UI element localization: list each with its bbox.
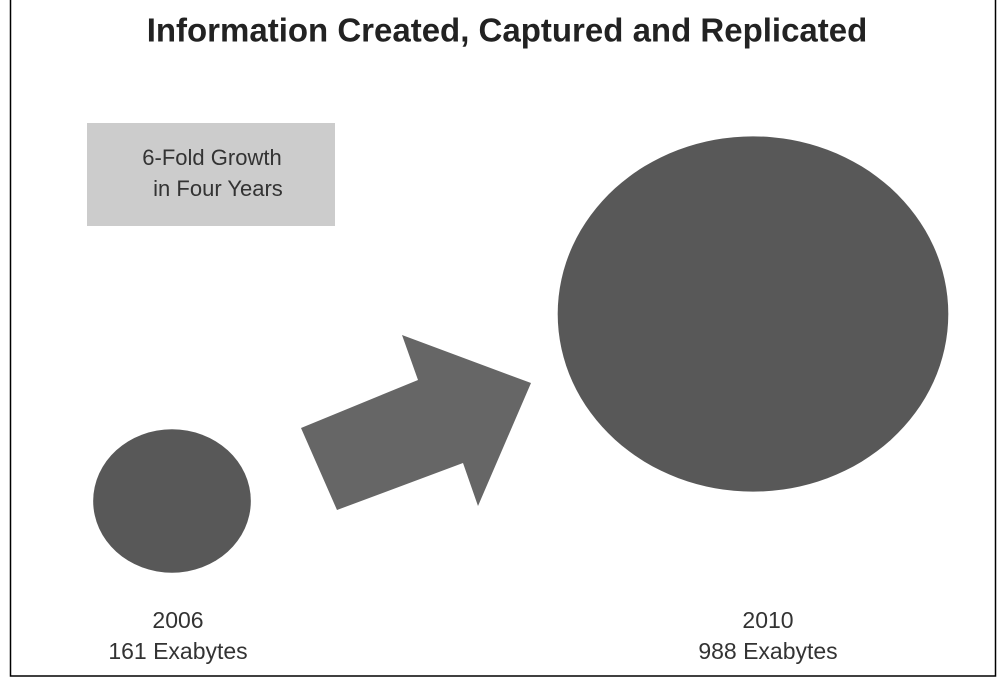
bubble xyxy=(557,136,949,492)
chart-title: Information Created, Captured and Replic… xyxy=(147,12,868,49)
annotation-line: in Four Years xyxy=(153,176,283,201)
category-label: 2010 xyxy=(742,607,793,633)
annotation-line: 6-Fold Growth xyxy=(142,145,281,170)
bubble xyxy=(93,429,251,573)
value-label: 988 Exabytes xyxy=(698,638,837,664)
annotation-box xyxy=(87,123,335,226)
category-label: 2006 xyxy=(152,607,203,633)
growth-arrow xyxy=(301,335,531,510)
value-label: 161 Exabytes xyxy=(108,638,247,664)
